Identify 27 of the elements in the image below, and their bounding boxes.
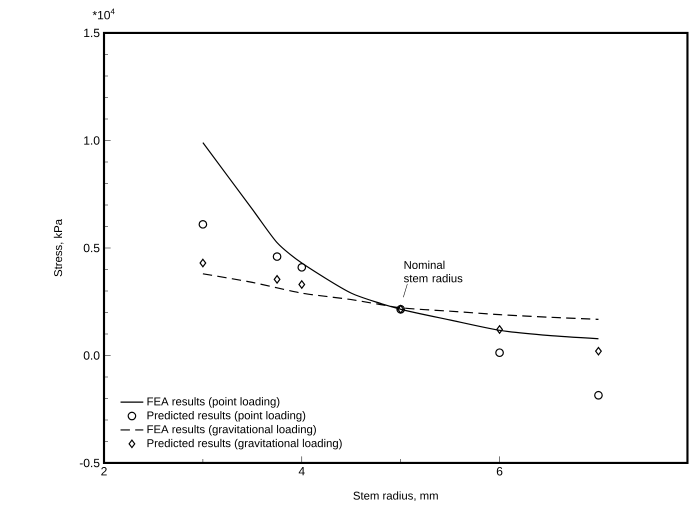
point [272,252,282,261]
y-tick-label: 0.5 [84,244,100,252]
line-series [202,142,600,340]
legend-label: Predicted results (gravitational loading) [147,438,342,450]
point [199,258,206,268]
point [495,348,504,358]
x-tick-label: 4 [298,467,305,476]
point [496,325,503,334]
x-tick-label: 6 [496,467,502,476]
point [198,220,208,229]
point [274,275,280,284]
y-tick-label: 0.0 [84,351,100,360]
legend-label: FEA results (point loading) [147,397,280,408]
annotation: Nominal stem radius [404,260,462,282]
y-tick-label: -0.5 [80,458,100,468]
point [297,263,306,272]
point [298,280,306,289]
x-tick-label: 2 [101,467,107,476]
text: *10$^{4}$ [92,8,115,20]
point [594,390,603,400]
legend-label: FEA results (gravitational loading) [147,424,316,436]
y-axis-title: Stress, kPa [54,219,64,276]
legend-label: Predicted results (point loading) [147,411,306,422]
y-tick-label: 1.5 [84,28,100,38]
y-tick-label: 1.0 [84,136,100,145]
point [595,346,602,356]
x-axis-title: Stem radius, mm [353,491,438,501]
